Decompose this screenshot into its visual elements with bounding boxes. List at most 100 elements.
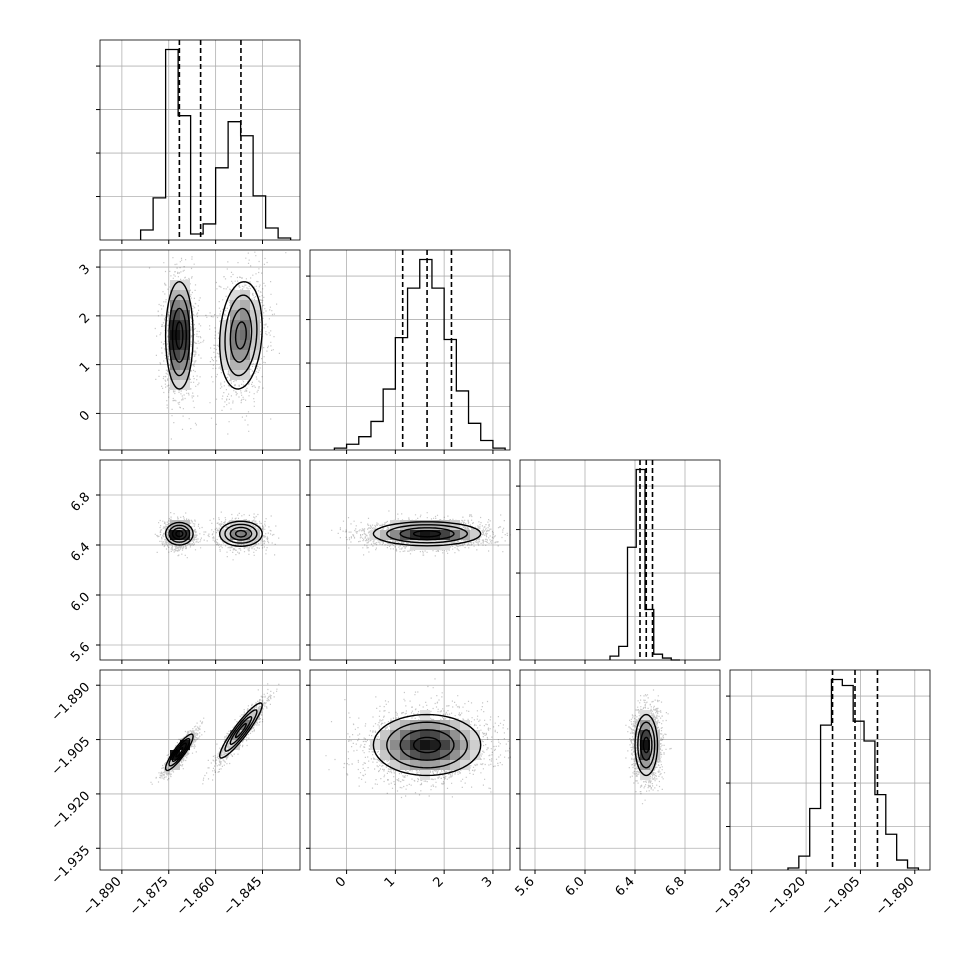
density-cell <box>460 530 470 540</box>
density-cell <box>440 520 450 530</box>
joint-panel-0-3 <box>99 669 301 871</box>
contour-line <box>218 702 263 759</box>
density-cell <box>180 300 190 310</box>
contour-line <box>168 738 191 767</box>
contour-line <box>229 526 253 541</box>
density-cell <box>400 750 410 760</box>
x-tick-label-p2-2: 6.4 <box>613 874 638 899</box>
density-cell <box>180 280 190 290</box>
density-cell <box>640 740 650 750</box>
y-tick-label-p1-0: 0 <box>77 408 93 424</box>
contour-line <box>386 524 469 544</box>
density-cell <box>420 540 430 550</box>
contour-line <box>229 307 253 363</box>
histogram-step <box>609 468 680 661</box>
density-cell <box>230 730 240 740</box>
density-cell <box>450 520 460 530</box>
contour-line <box>399 729 455 761</box>
joint-panel-2-3 <box>519 669 721 871</box>
density-cell <box>430 720 440 730</box>
density-cell <box>240 370 250 380</box>
density-cell <box>430 730 440 740</box>
contour-line <box>413 530 442 538</box>
x-tick-label-p1-1: 1 <box>382 874 398 890</box>
panel-frame <box>309 459 511 661</box>
histogram-step <box>139 48 292 240</box>
density-cell <box>440 730 450 740</box>
density-cell <box>400 720 410 730</box>
density-cell <box>170 340 180 350</box>
density-cell <box>180 330 190 340</box>
histogram-step <box>333 258 506 450</box>
density-cell <box>380 740 390 750</box>
y-tick-label-p3-1: −1.920 <box>49 789 94 834</box>
density-cell <box>430 530 440 540</box>
density-cell <box>240 720 250 730</box>
density-cell <box>180 320 190 330</box>
density-cell <box>240 310 250 320</box>
contour-line <box>634 713 659 777</box>
panel-background <box>310 460 510 660</box>
x-tick-label-p1-2: 2 <box>431 874 447 890</box>
x-tick-label-p0-2: −1.860 <box>174 874 219 919</box>
density-cell <box>170 320 180 330</box>
density-cell <box>460 720 470 730</box>
contour-line <box>171 527 188 541</box>
contour-line <box>218 520 263 548</box>
density-cell <box>410 750 420 760</box>
panel-background <box>520 670 720 870</box>
density-cell <box>170 370 180 380</box>
density-cell <box>170 330 180 340</box>
density-cell <box>430 750 440 760</box>
density-cell <box>470 750 480 760</box>
density-cell <box>240 330 250 340</box>
density-cell <box>460 760 470 770</box>
density-cell <box>450 530 460 540</box>
density-cell <box>650 750 660 760</box>
density-cell <box>400 530 410 540</box>
contour-line <box>386 721 469 769</box>
density-cell <box>390 740 400 750</box>
y-tick-label-p2-0: 5.6 <box>68 640 93 665</box>
x-tick-label-p3-0: −1.935 <box>710 874 755 919</box>
density-cell <box>640 750 650 760</box>
density-cell <box>460 750 470 760</box>
density-cell <box>240 340 250 350</box>
density-cell <box>420 730 430 740</box>
histogram-panel-0 <box>96 39 301 241</box>
density-cell <box>430 760 440 770</box>
contour-line <box>175 530 184 538</box>
density-cell <box>410 740 420 750</box>
density-cell <box>440 740 450 750</box>
density-cell <box>180 740 190 750</box>
panel-frame <box>309 669 511 871</box>
density-cell <box>420 530 430 540</box>
density-cell <box>250 300 260 310</box>
density-cell <box>410 720 420 730</box>
x-tick-label-p1-3: 3 <box>479 874 495 890</box>
density-cell <box>440 530 450 540</box>
density-cell <box>640 730 650 740</box>
panel-frame <box>729 669 931 871</box>
density-cell <box>220 350 230 360</box>
density-cell <box>230 320 240 330</box>
panel-background <box>520 460 720 660</box>
y-tick-label-p2-2: 6.4 <box>68 540 93 565</box>
density-cell <box>180 370 190 380</box>
density-cell <box>400 740 410 750</box>
density-cell <box>420 760 430 770</box>
contour-line <box>639 729 653 761</box>
histogram-step <box>787 678 920 870</box>
y-tick-label-p3-0: −1.935 <box>49 843 94 888</box>
contour-line <box>224 523 258 544</box>
contour-line <box>234 722 247 739</box>
density-cell <box>380 730 390 740</box>
panel-background <box>100 250 300 450</box>
x-tick-label-p3-1: −1.920 <box>764 874 809 919</box>
density-cell <box>170 300 180 310</box>
panel-background <box>100 460 300 660</box>
density-cell <box>250 350 260 360</box>
x-tick-label-p0-3: −1.845 <box>221 874 266 919</box>
density-cell <box>240 300 250 310</box>
density-cell <box>230 340 240 350</box>
